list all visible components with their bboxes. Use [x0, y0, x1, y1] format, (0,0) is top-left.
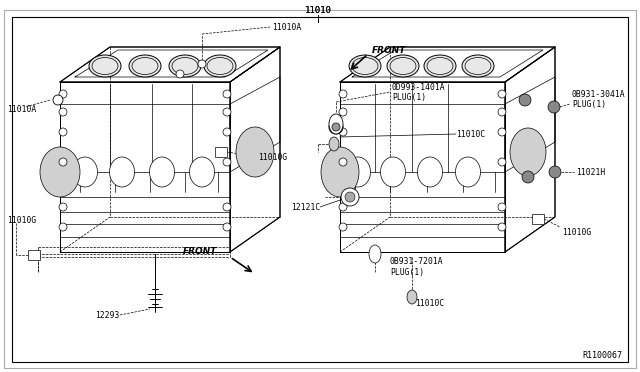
Text: 11010G: 11010G [7, 215, 36, 224]
Circle shape [522, 171, 534, 183]
Circle shape [498, 108, 506, 116]
Circle shape [498, 203, 506, 211]
Ellipse shape [456, 157, 481, 187]
Polygon shape [60, 47, 280, 82]
Text: 11021H: 11021H [576, 167, 605, 176]
Ellipse shape [417, 157, 442, 187]
Ellipse shape [369, 245, 381, 263]
Polygon shape [505, 47, 555, 252]
Circle shape [341, 188, 359, 206]
Text: 11010G: 11010G [258, 153, 287, 161]
Circle shape [332, 123, 340, 131]
Circle shape [176, 70, 184, 78]
Text: 11010C: 11010C [415, 299, 444, 308]
Circle shape [519, 94, 531, 106]
Circle shape [59, 223, 67, 231]
Ellipse shape [321, 147, 359, 197]
Circle shape [345, 192, 355, 202]
Circle shape [59, 203, 67, 211]
Bar [215, 147, 227, 157]
Circle shape [59, 108, 67, 116]
Circle shape [339, 203, 347, 211]
Ellipse shape [204, 55, 236, 77]
Circle shape [59, 158, 67, 166]
Circle shape [223, 90, 231, 98]
Circle shape [339, 90, 347, 98]
Ellipse shape [169, 55, 201, 77]
Polygon shape [340, 47, 555, 82]
Ellipse shape [236, 127, 274, 177]
Text: PLUG(1): PLUG(1) [390, 267, 424, 276]
Text: 11010: 11010 [305, 6, 332, 15]
Polygon shape [505, 77, 555, 172]
Circle shape [339, 223, 347, 231]
Ellipse shape [462, 55, 494, 77]
Ellipse shape [329, 137, 339, 151]
Circle shape [498, 158, 506, 166]
Ellipse shape [150, 157, 175, 187]
Ellipse shape [349, 55, 381, 77]
Ellipse shape [407, 290, 417, 304]
Circle shape [223, 108, 231, 116]
Circle shape [339, 108, 347, 116]
Text: 11010A: 11010A [7, 105, 36, 113]
Ellipse shape [387, 55, 419, 77]
Circle shape [59, 128, 67, 136]
Text: PLUG(1): PLUG(1) [572, 99, 606, 109]
Circle shape [223, 158, 231, 166]
Text: FRONT: FRONT [372, 45, 406, 55]
Text: 0B931-3041A: 0B931-3041A [572, 90, 626, 99]
Ellipse shape [329, 114, 343, 134]
Circle shape [59, 90, 67, 98]
Circle shape [498, 223, 506, 231]
Circle shape [329, 120, 343, 134]
Ellipse shape [72, 157, 97, 187]
Ellipse shape [129, 55, 161, 77]
Text: 0B931-7201A: 0B931-7201A [390, 257, 444, 266]
Circle shape [53, 95, 63, 105]
Text: 12293: 12293 [95, 311, 120, 321]
Bar [28, 250, 40, 260]
Ellipse shape [510, 128, 546, 176]
Polygon shape [60, 82, 230, 252]
Ellipse shape [346, 157, 371, 187]
Text: 11010: 11010 [305, 6, 332, 15]
Text: 11010G: 11010G [562, 228, 591, 237]
Text: 12121C: 12121C [291, 202, 320, 212]
Circle shape [223, 223, 231, 231]
Ellipse shape [89, 55, 121, 77]
Text: R1100067: R1100067 [582, 352, 622, 360]
Text: FRONT: FRONT [183, 247, 217, 257]
Text: PLUG(1): PLUG(1) [392, 93, 426, 102]
Bar [532, 214, 544, 224]
Ellipse shape [424, 55, 456, 77]
Polygon shape [230, 47, 280, 252]
Circle shape [339, 158, 347, 166]
Ellipse shape [40, 147, 80, 197]
Text: 11010C: 11010C [456, 129, 485, 138]
Text: 0D993-1401A: 0D993-1401A [392, 83, 445, 92]
Circle shape [549, 166, 561, 178]
Circle shape [548, 101, 560, 113]
Circle shape [498, 128, 506, 136]
Circle shape [223, 203, 231, 211]
Ellipse shape [189, 157, 214, 187]
Ellipse shape [109, 157, 134, 187]
Circle shape [223, 128, 231, 136]
Polygon shape [340, 82, 505, 252]
Circle shape [339, 128, 347, 136]
Polygon shape [230, 77, 280, 172]
Ellipse shape [381, 157, 406, 187]
Circle shape [198, 60, 206, 68]
Circle shape [498, 90, 506, 98]
Text: 11010A: 11010A [272, 22, 301, 32]
